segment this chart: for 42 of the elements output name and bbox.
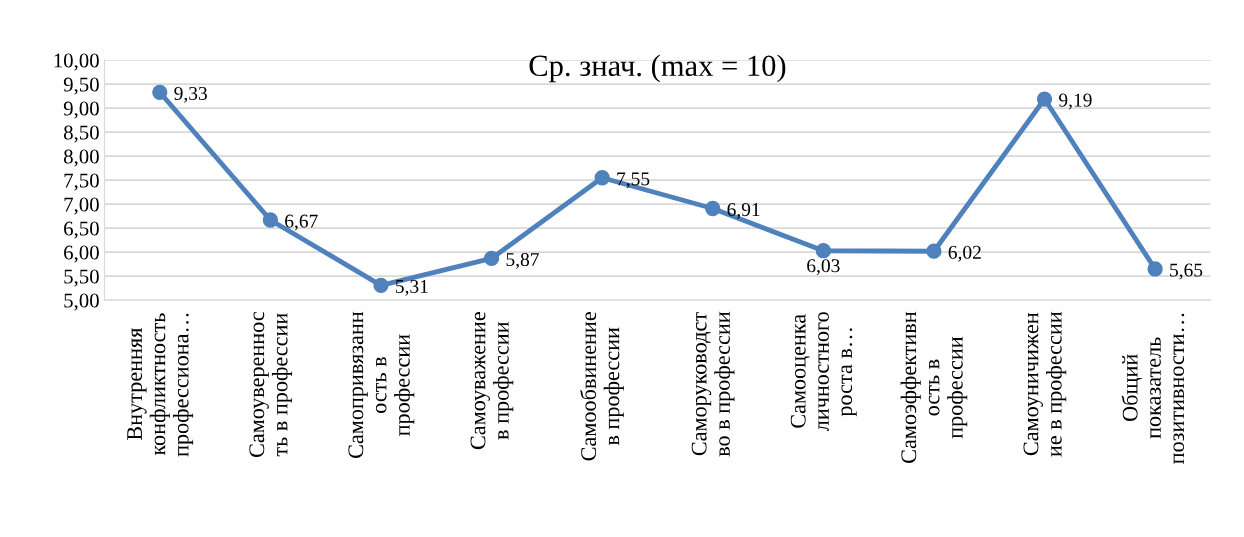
y-tick-label: 6,00 xyxy=(64,245,99,263)
y-tick-label: 5,00 xyxy=(64,293,99,311)
y-tick-label: 9,50 xyxy=(63,77,99,95)
point xyxy=(1036,91,1053,107)
point xyxy=(815,243,831,259)
data-label: 9,33 xyxy=(174,86,207,103)
y-tick-label: 7,50 xyxy=(64,173,99,191)
x-tick-label: Самоэффективн ость в профессии xyxy=(900,311,968,463)
point xyxy=(152,84,168,100)
data-label: 9,19 xyxy=(1059,93,1092,110)
y-tick-label: 8,50 xyxy=(63,125,99,143)
x-tick-label: Самооценка личностного роста в… xyxy=(790,312,857,432)
data-label: 5,87 xyxy=(506,252,539,269)
y-tick-label: 10,00 xyxy=(54,53,99,71)
point xyxy=(1147,261,1163,277)
x-tick-label: Самопривязанн ость в профессии xyxy=(348,311,415,458)
x-tick-label: Самоуничижен ие в профессии xyxy=(1023,311,1067,457)
point xyxy=(262,212,279,228)
x-tick-label: Самоуважение в профессии xyxy=(470,312,514,450)
point xyxy=(373,277,389,293)
x-tick-label: Общий показатель позитивности… xyxy=(1121,313,1185,464)
y-tick-label: 9,00 xyxy=(63,101,99,119)
x-tick-label: Саморуководст во в профессии xyxy=(691,311,735,457)
data-label: 6,67 xyxy=(285,214,318,231)
y-tick-label: 5,50 xyxy=(64,269,99,287)
data-label: 6,91 xyxy=(727,203,760,219)
y-tick-label: 7,00 xyxy=(64,197,99,215)
point xyxy=(926,243,942,259)
data-label: 7,55 xyxy=(617,172,650,189)
y-tick-label: 8,00 xyxy=(63,149,99,167)
data-label: 5,31 xyxy=(395,279,428,296)
data-label: 5,65 xyxy=(1170,263,1203,280)
data-label: 6,03 xyxy=(807,259,840,276)
data-label: 6,02 xyxy=(948,245,981,262)
x-tick-label: Внутренняя конфликтность профессиона… xyxy=(127,313,194,457)
point xyxy=(594,170,610,186)
point xyxy=(705,200,721,217)
y-tick-label: 6,50 xyxy=(64,221,99,239)
point xyxy=(483,250,500,267)
chart-title: Ср. знач. (max = 10) xyxy=(529,54,786,83)
x-tick-label: Самоувереннос ть в профессии xyxy=(249,311,293,458)
x-tick-label: Самообвинение в профессии xyxy=(579,312,624,461)
